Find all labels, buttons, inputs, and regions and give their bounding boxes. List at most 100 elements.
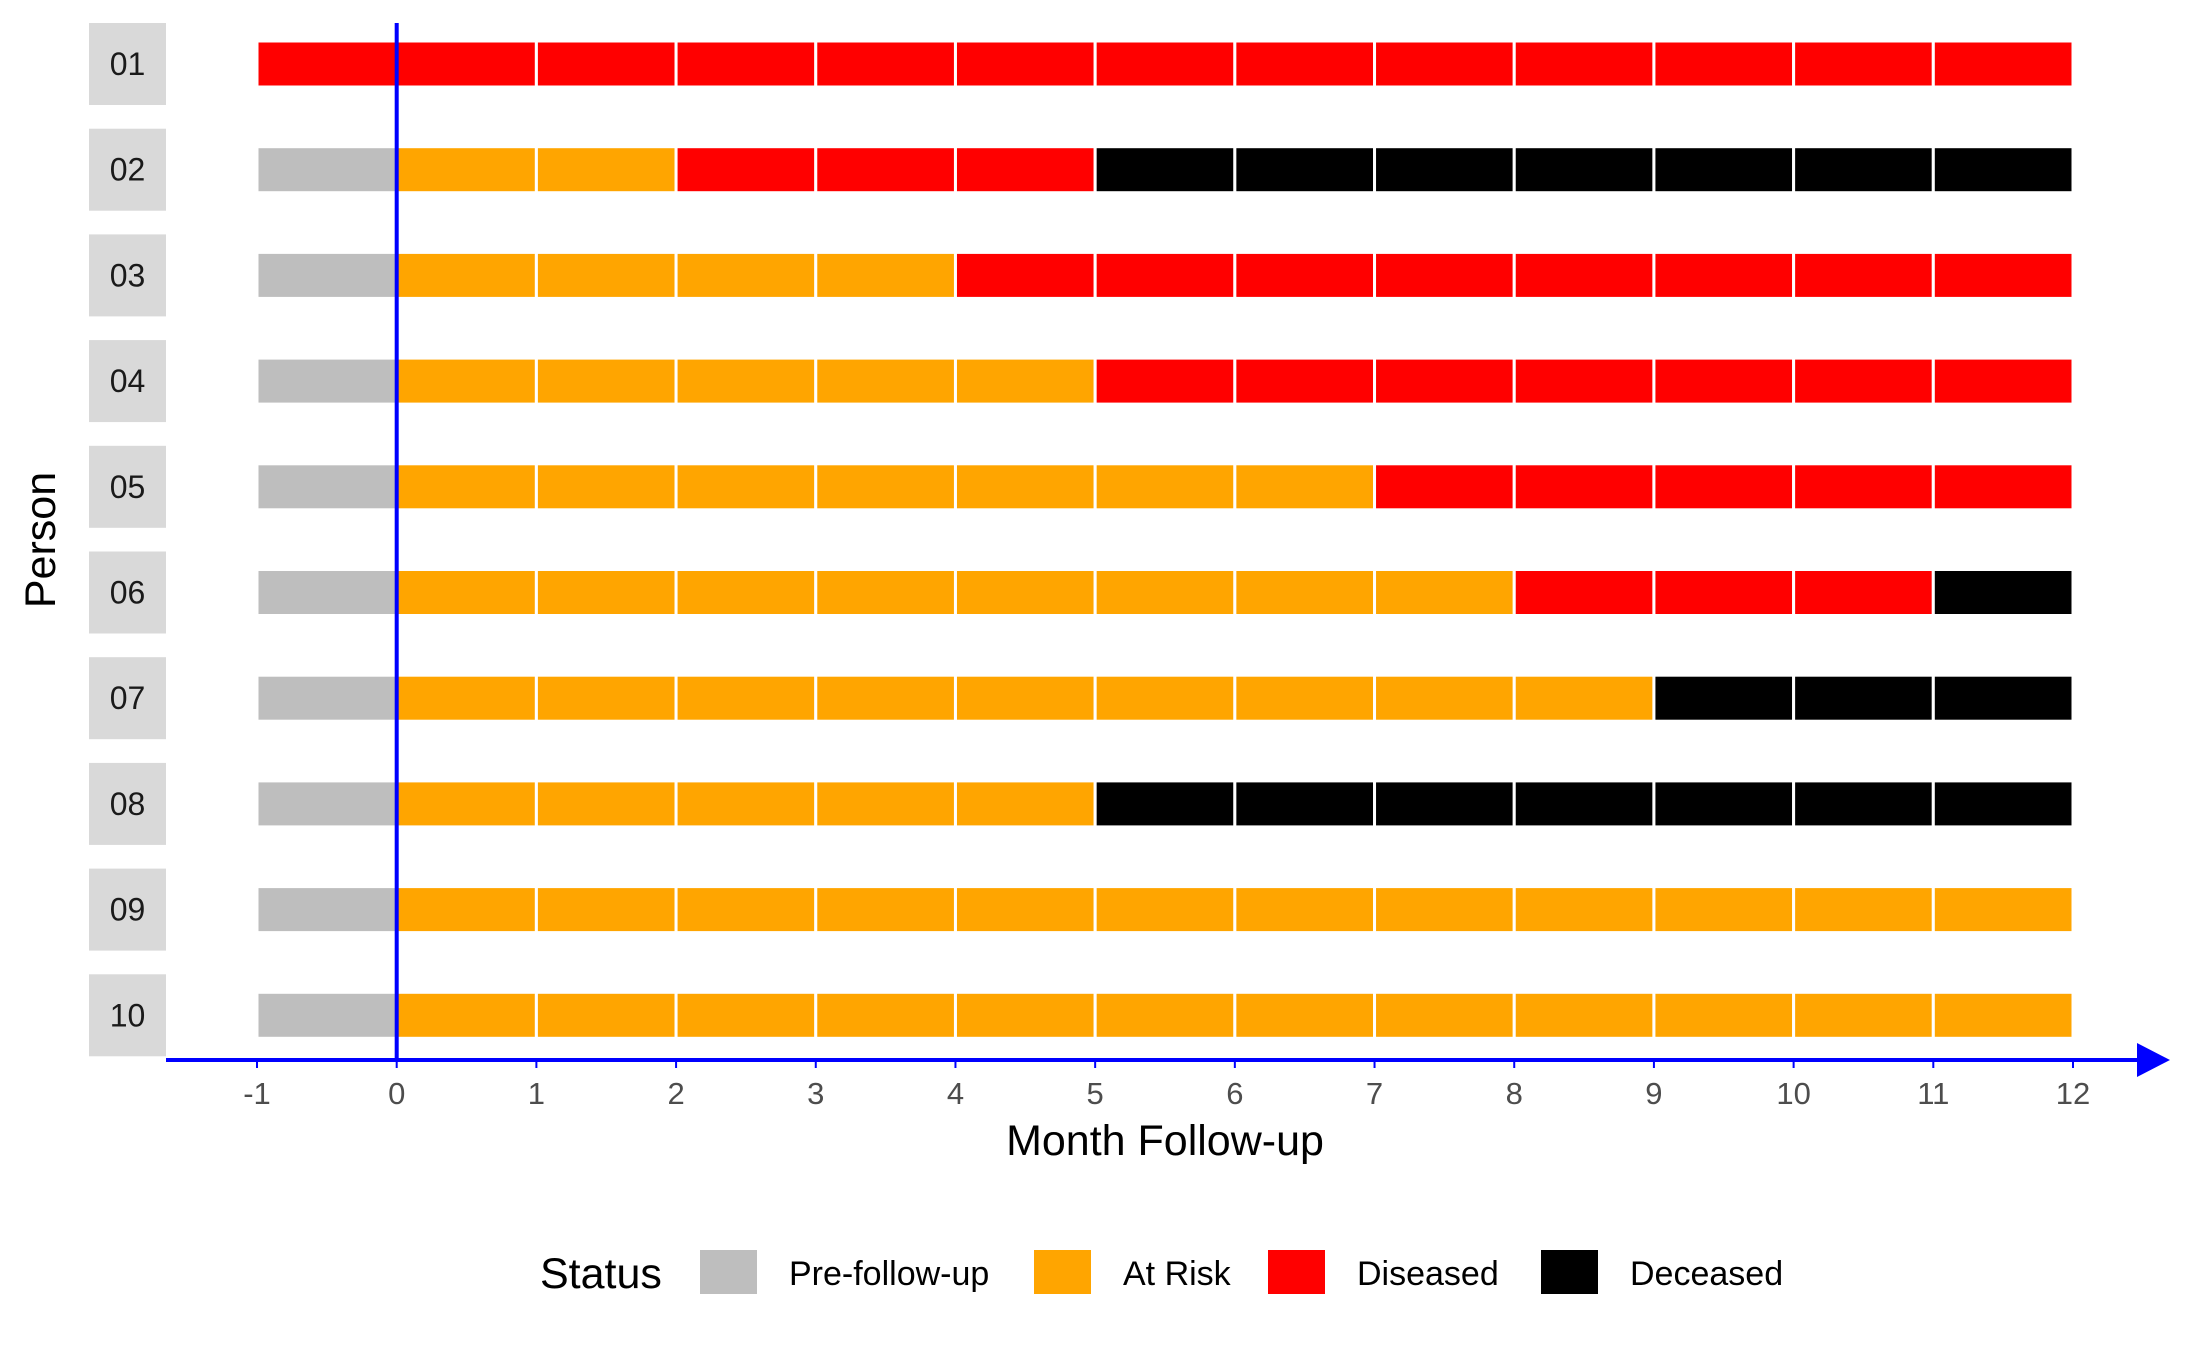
person-row-06 (255, 568, 2075, 617)
bar-cell (1792, 39, 1935, 89)
bar-cell (1373, 39, 1516, 89)
bar-cell (395, 568, 538, 617)
bar-cell (395, 673, 538, 723)
legend-label: Deceased (1630, 1255, 1783, 1293)
person-row-04 (255, 356, 2075, 406)
row-label-bg (89, 657, 166, 740)
row-label-text: 06 (110, 575, 146, 611)
row-label-text: 10 (110, 997, 146, 1033)
bar-cell (534, 990, 678, 1040)
person-row-10 (255, 990, 2075, 1040)
x-tick-label: 6 (1226, 1076, 1243, 1111)
bar-cell (1931, 250, 2075, 300)
bar-cell (255, 250, 399, 300)
bar-cell (1652, 39, 1796, 89)
bar-cell (674, 568, 818, 617)
row-labels: 01 02 03 04 05 06 07 08 09 10 (89, 23, 166, 1057)
bar-cell (953, 568, 1097, 617)
row-label-bg (89, 445, 166, 528)
bar-cell (1792, 779, 1935, 829)
bar-cell (534, 356, 678, 406)
bar-cell (395, 462, 538, 512)
x-tick-label: 12 (2056, 1076, 2090, 1111)
bar-cell (1373, 356, 1516, 406)
bar-cell (814, 462, 957, 512)
bar-cell (814, 356, 957, 406)
bar-cell (1373, 885, 1516, 935)
row-label-text: 03 (110, 257, 146, 293)
bar-cell (674, 39, 818, 89)
bar-cell (1512, 145, 1656, 195)
row-label-04: 04 (89, 340, 166, 423)
bar-cell (814, 779, 957, 829)
person-row-03 (255, 250, 2075, 300)
row-label-text: 02 (110, 152, 146, 188)
bar-cell (814, 673, 957, 723)
bar-cell (953, 779, 1097, 829)
bar-cell (1373, 568, 1516, 617)
bar-cell (1512, 568, 1656, 617)
bar-cell (1093, 885, 1237, 935)
status-bars (255, 39, 2075, 1040)
x-tick-label: 1 (528, 1076, 545, 1111)
bar-cell (953, 885, 1097, 935)
legend-label: At Risk (1123, 1255, 1232, 1293)
x-axis: -1 0 1 2 3 4 5 6 7 8 9 10 11 12 (166, 1043, 2170, 1111)
bar-cell (1512, 356, 1656, 406)
x-axis-arrow-icon (2137, 1043, 2170, 1077)
bar-cell (255, 39, 399, 89)
bar-cell (1233, 145, 1377, 195)
bar-cell (1373, 673, 1516, 723)
bar-cell (534, 779, 678, 829)
bar-cell (1093, 990, 1237, 1040)
bar-cell (1652, 990, 1796, 1040)
bar-cell (1233, 779, 1377, 829)
bar-cell (1652, 356, 1796, 406)
bar-cell (1931, 568, 2075, 617)
row-label-bg (89, 340, 166, 423)
bar-cell (1792, 990, 1935, 1040)
x-tick-label: 5 (1087, 1076, 1104, 1111)
bar-cell (1093, 568, 1237, 617)
row-label-05: 05 (89, 445, 166, 528)
bar-cell (534, 145, 678, 195)
bar-cell (534, 568, 678, 617)
bar-cell (395, 250, 538, 300)
bar-cell (953, 250, 1097, 300)
bar-cell (814, 145, 957, 195)
bar-cell (1931, 779, 2075, 829)
bar-cell (674, 885, 818, 935)
bar-cell (1233, 462, 1377, 512)
bar-cell (1512, 462, 1656, 512)
bar-cell (1792, 568, 1935, 617)
legend-entry: Deceased (1541, 1250, 1783, 1294)
row-label-bg (89, 551, 166, 634)
bar-cell (674, 250, 818, 300)
bar-cell (255, 673, 399, 723)
bar-cell (255, 145, 399, 195)
bar-cell (1512, 779, 1656, 829)
legend-entry: Diseased (1268, 1250, 1499, 1294)
legend: Status Pre-follow-up At Risk Diseased Deceas… (540, 1250, 1783, 1298)
x-tick-label: -1 (243, 1076, 271, 1111)
bar-cell (1931, 39, 2075, 89)
bar-cell (953, 39, 1097, 89)
row-label-bg (89, 234, 166, 317)
legend-key-swatch (1541, 1250, 1598, 1294)
bar-cell (1373, 145, 1516, 195)
x-tick-label: 11 (1917, 1076, 1949, 1111)
x-tick-label: 4 (947, 1076, 964, 1111)
legend-key-swatch (1268, 1250, 1325, 1294)
row-label-bg (89, 128, 166, 211)
y-axis-title: Person (17, 472, 65, 608)
bar-cell (953, 462, 1097, 512)
bar-cell (1093, 250, 1237, 300)
bar-cell (953, 145, 1097, 195)
row-label-bg (89, 762, 166, 845)
bar-cell (534, 39, 678, 89)
bar-cell (1093, 356, 1237, 406)
bar-cell (1093, 673, 1237, 723)
bar-cell (1652, 673, 1796, 723)
person-row-08 (255, 779, 2075, 829)
